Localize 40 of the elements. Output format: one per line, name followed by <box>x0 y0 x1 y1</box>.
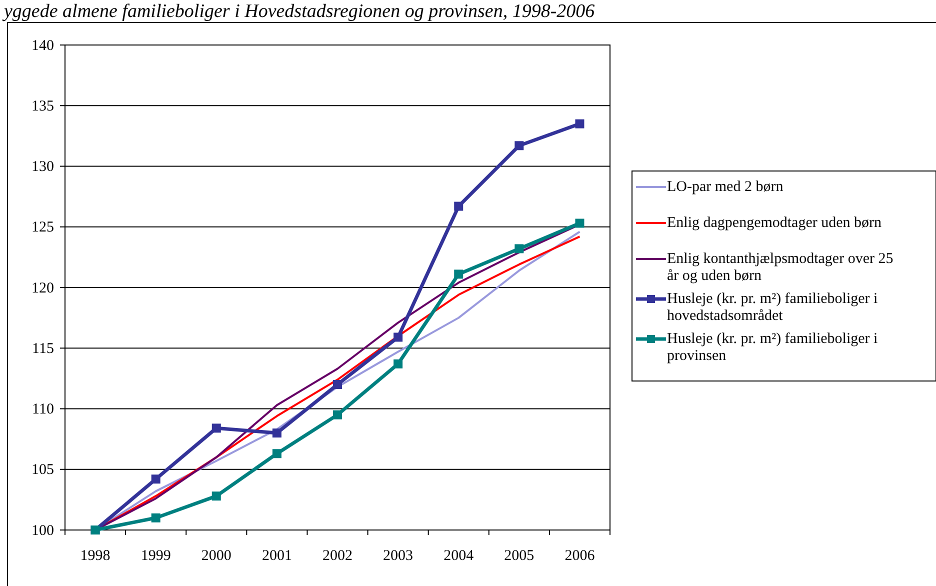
y-tick-label: 105 <box>32 462 54 478</box>
y-tick-label: 140 <box>32 38 54 54</box>
point <box>514 141 524 150</box>
point <box>394 359 403 368</box>
y-tick-label: 110 <box>32 402 54 418</box>
point <box>272 449 282 458</box>
point <box>575 119 584 128</box>
y-tick-label: 125 <box>32 220 54 236</box>
x-tick-label: 2006 <box>564 548 596 564</box>
point <box>575 218 584 228</box>
x-tick-label: 2005 <box>504 548 534 564</box>
y-tick-label: 120 <box>32 280 54 296</box>
legend-label: LO-par med 2 børn <box>667 179 784 195</box>
point <box>454 202 464 211</box>
x-tick-label: 1998 <box>80 548 110 564</box>
point <box>333 410 342 420</box>
legend-label: Husleje (kr. pr. m²) familieboliger i hovedstadsområdet <box>667 291 878 324</box>
point <box>514 244 524 254</box>
chart-title: yggede almene familieboliger i Hovedstadsregionen og provinsen, 1998-2006 <box>2 1 596 22</box>
point <box>454 270 464 279</box>
x-tick-label: 2003 <box>383 548 414 564</box>
y-tick-label: 135 <box>32 98 54 114</box>
x-tick-label: 2002 <box>322 548 352 564</box>
legend-label: Husleje (kr. pr. m²) familieboliger i provinsen <box>667 331 878 364</box>
point <box>212 424 221 433</box>
point <box>333 380 342 389</box>
point <box>151 474 160 484</box>
point <box>151 513 160 522</box>
x-tick-label: 2000 <box>201 548 232 564</box>
x-tick-label: 2001 <box>262 548 292 564</box>
x-tick-label: 1999 <box>140 548 171 564</box>
legend-label: Enlig kontanthjælpsmodtager over 25 år og uden børn <box>667 251 894 284</box>
point <box>272 428 282 438</box>
y-tick-label: 115 <box>32 340 54 357</box>
point <box>212 492 221 501</box>
x-tick-label: 2004 <box>444 548 474 564</box>
legend-label: Enlig dagpengemodtager uden børn <box>667 215 882 231</box>
point <box>394 332 403 342</box>
y-tick-label: 100 <box>32 522 54 539</box>
y-tick-label: 130 <box>32 159 54 176</box>
